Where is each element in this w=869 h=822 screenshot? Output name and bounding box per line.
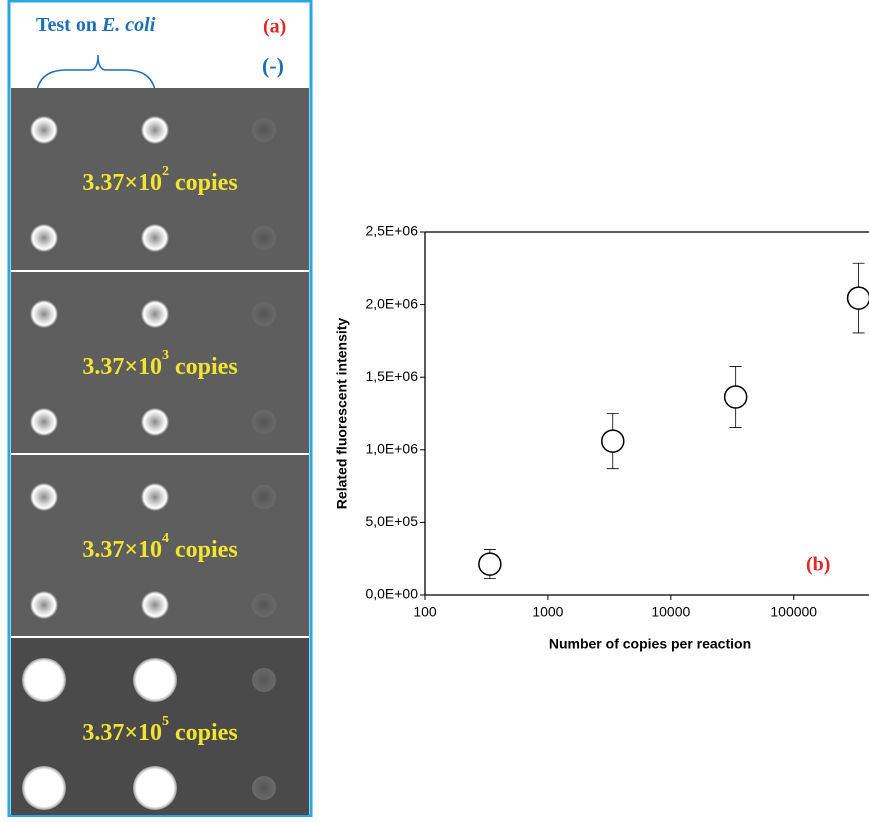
spot — [133, 658, 177, 702]
caption-base: 3.37×10 — [82, 170, 162, 196]
panel-label: (a) — [263, 16, 286, 38]
spot — [30, 483, 58, 511]
y-tick-label: 2,5E+06 — [365, 223, 418, 239]
negative-spot — [252, 668, 276, 692]
panel-caption: 3.37×105 copies — [82, 714, 237, 745]
x-tick-label: 10000 — [651, 604, 690, 620]
y-tick-label: 0,0E+00 — [365, 586, 418, 602]
spot — [141, 483, 169, 511]
caption-unit: copies — [175, 537, 238, 563]
panel-caption: 3.37×102 copies — [82, 164, 237, 195]
chart: 0,0E+00 5,0E+05 1,0E+06 1,5E+06 2,0E+06 2,5E+… — [334, 223, 869, 652]
spot — [30, 116, 58, 144]
spot — [30, 300, 58, 328]
negative-spot — [252, 226, 276, 250]
spot — [141, 224, 169, 252]
caption-unit: copies — [175, 170, 238, 196]
x-tick-label: 100 — [413, 604, 437, 620]
x-tick-label: 1000 — [532, 604, 563, 620]
spot — [133, 766, 177, 810]
spot — [30, 224, 58, 252]
y-tick-label: 1,5E+06 — [365, 368, 418, 384]
point — [478, 552, 502, 576]
x-axis-label: Number of copies per reaction — [549, 636, 751, 652]
caption-unit: copies — [175, 354, 238, 380]
spot — [141, 116, 169, 144]
spot — [30, 591, 58, 619]
negative-spot — [252, 118, 276, 142]
photo-title: Test on E. coli — [36, 14, 156, 36]
point — [723, 385, 748, 409]
negative-spot — [252, 302, 276, 326]
spot — [141, 591, 169, 619]
spot — [141, 408, 169, 436]
caption-exponent: 2 — [162, 164, 169, 179]
spot — [30, 408, 58, 436]
point — [601, 429, 625, 453]
x-tick-label: 100000 — [770, 604, 817, 620]
caption-exponent: 5 — [162, 714, 169, 729]
caption-exponent: 4 — [162, 531, 169, 546]
annotation: (b) — [806, 554, 830, 576]
negative-spot — [252, 593, 276, 617]
y-tick-label: 2,0E+06 — [365, 295, 418, 311]
negative-label: (-) — [262, 53, 284, 78]
caption-base: 3.37×10 — [82, 354, 162, 380]
spot — [22, 766, 66, 810]
caption-unit: copies — [175, 720, 238, 746]
negative-spot — [252, 776, 276, 800]
caption-base: 3.37×10 — [82, 720, 162, 746]
point — [846, 286, 869, 310]
panel-caption: 3.37×103 copies — [82, 348, 237, 379]
negative-spot — [252, 485, 276, 509]
spot — [141, 300, 169, 328]
y-axis-label: Related fluorescent intensity — [334, 318, 350, 510]
caption-exponent: 3 — [162, 348, 169, 363]
panel-caption: 3.37×104 copies — [82, 531, 237, 562]
spot — [22, 658, 66, 702]
y-tick-label: 5,0E+05 — [365, 513, 418, 529]
negative-spot — [252, 410, 276, 434]
caption-base: 3.37×10 — [82, 537, 162, 563]
y-tick-label: 1,0E+06 — [365, 441, 418, 457]
brace — [35, 54, 157, 101]
